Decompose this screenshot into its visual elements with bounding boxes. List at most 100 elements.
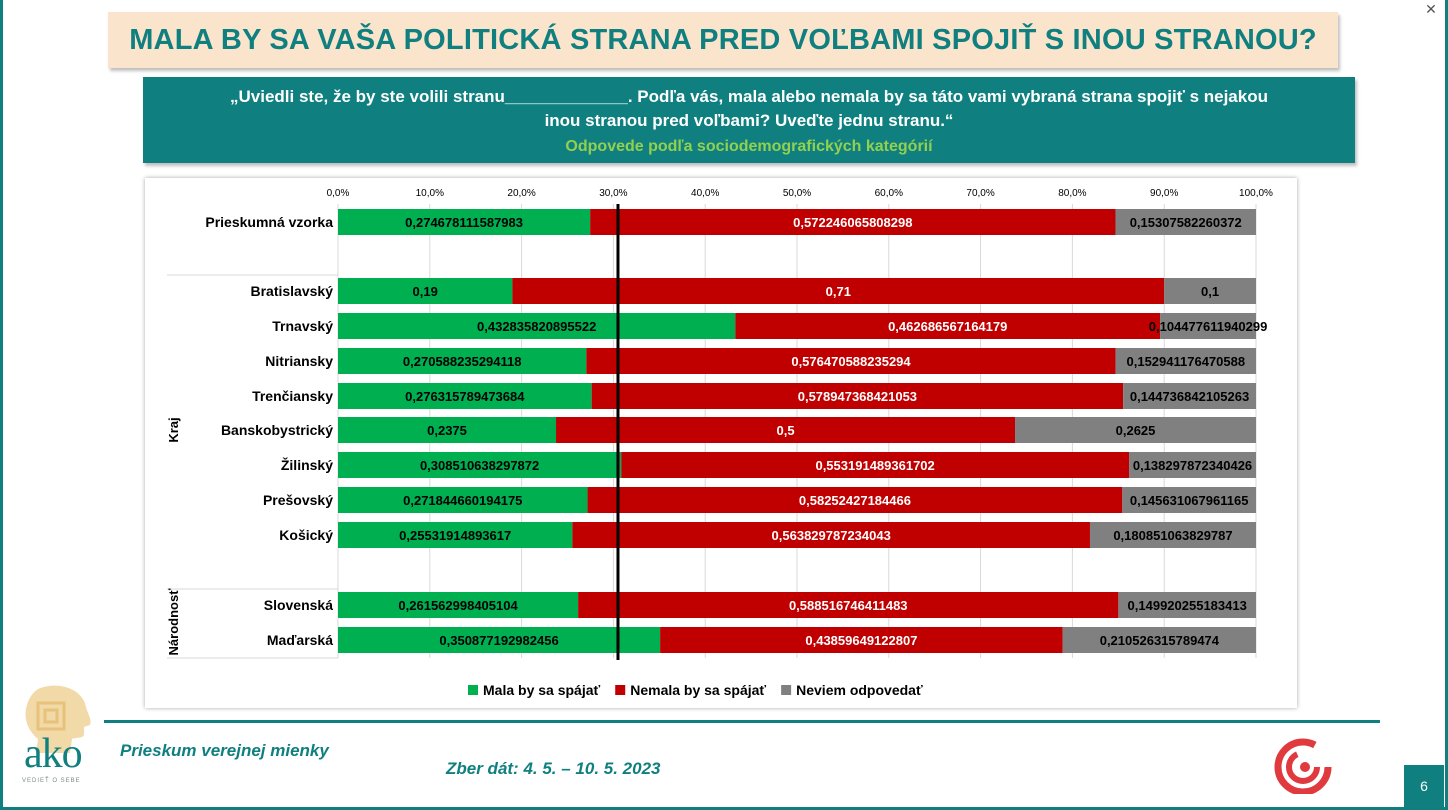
- category-label: Slovenská: [264, 597, 333, 613]
- legend-swatch: [615, 685, 626, 695]
- data-label: 0,43859649122807: [805, 633, 917, 648]
- question-box: „Uviedli ste, že by ste volili stranu___…: [143, 77, 1355, 163]
- footer-collection-dates: Zber dát: 4. 5. – 10. 5. 2023: [446, 759, 661, 778]
- ako-logo-icon: [25, 685, 91, 753]
- bar-segment: [1062, 627, 1256, 653]
- data-label: 0,104477611940299: [1149, 319, 1268, 334]
- bar-segment: [338, 592, 579, 618]
- bar-segment: [586, 348, 1116, 374]
- bar-segment: [1015, 417, 1256, 443]
- slide-frame-right: [1445, 0, 1448, 810]
- data-label: 0,210526315789474: [1100, 633, 1220, 648]
- category-label: Žilinský: [281, 456, 333, 473]
- data-label: 0,350877192982456: [439, 633, 558, 648]
- bar-segment: [591, 383, 1124, 409]
- category-label: Maďarská: [267, 632, 333, 648]
- data-label: 0,2625: [1116, 423, 1156, 438]
- x-tick-label: 100,0%: [1239, 188, 1273, 199]
- data-label: 0,19: [413, 284, 438, 299]
- legend-swatch: [781, 685, 792, 695]
- x-tick-label: 80,0%: [1058, 188, 1086, 199]
- title-box: MALA BY SA VAŠA POLITICKÁ STRANA PRED VO…: [108, 12, 1338, 68]
- close-icon[interactable]: ✕: [1425, 1, 1437, 17]
- x-tick-label: 10,0%: [416, 188, 444, 199]
- bar-segment: [578, 592, 1119, 618]
- footer-divider: [104, 720, 1380, 723]
- data-label: 0,5: [776, 423, 794, 438]
- bar-segment: [338, 383, 592, 409]
- slide-frame-bottom: [0, 807, 1448, 810]
- bar-segment: [512, 278, 1165, 304]
- x-tick-label: 70,0%: [966, 188, 994, 199]
- data-label: 0,578947368421053: [798, 389, 917, 404]
- bar-segment: [1118, 592, 1256, 618]
- slide-frame-left: [0, 0, 3, 810]
- bar-segment: [338, 522, 573, 548]
- category-label: Bratislavský: [250, 283, 333, 299]
- category-label: Banskobystrický: [221, 422, 333, 438]
- data-label: 0,71: [826, 284, 851, 299]
- data-label: 0,261562998405104: [398, 598, 518, 613]
- data-label: 0,25531914893617: [399, 528, 511, 543]
- x-tick-label: 60,0%: [875, 188, 903, 199]
- data-label: 0,15307582260372: [1130, 215, 1242, 230]
- bar-segment: [1115, 209, 1256, 235]
- x-tick-label: 90,0%: [1150, 188, 1178, 199]
- bar-segment: [338, 417, 557, 443]
- category-label: Trenčiansky: [252, 388, 333, 404]
- ako-logo-text: ako: [24, 731, 83, 777]
- data-label: 0,553191489361702: [815, 458, 934, 473]
- ako-logo-tagline: VEDIEŤ O SEBE: [22, 778, 81, 784]
- bar-segment: [338, 452, 622, 478]
- data-label: 0,276315789473684: [405, 389, 525, 404]
- group-label: Kraj: [166, 417, 181, 442]
- data-label: 0,462686567164179: [888, 319, 1007, 334]
- bar-segment: [587, 487, 1123, 513]
- data-label: 0,563829787234043: [772, 528, 891, 543]
- bar-segment: [556, 417, 1016, 443]
- bar-segment: [1115, 348, 1256, 374]
- category-label: Prieskumná vzorka: [205, 214, 333, 230]
- page-title: MALA BY SA VAŠA POLITICKÁ STRANA PRED VO…: [129, 23, 1317, 56]
- bar-segment: [1122, 487, 1256, 513]
- data-label: 0,2375: [427, 423, 467, 438]
- bar-segment: [590, 209, 1116, 235]
- legend-swatch: [468, 685, 478, 695]
- legend-label: Nemala by sa spájať: [630, 682, 766, 698]
- data-label: 0,149920255183413: [1128, 598, 1247, 613]
- data-label: 0,180851063829787: [1113, 528, 1232, 543]
- category-label: Nitriansky: [265, 353, 333, 369]
- legend-label: Neviem odpovedať: [796, 682, 923, 698]
- bar-segment: [735, 313, 1161, 339]
- x-tick-label: 20,0%: [507, 188, 535, 199]
- x-tick-label: 30,0%: [599, 188, 627, 199]
- bar-segment: [338, 487, 588, 513]
- x-tick-label: 50,0%: [783, 188, 811, 199]
- legend-label: Mala by sa spájať: [483, 682, 601, 698]
- bar-segment: [1123, 383, 1256, 409]
- page-number: 6: [1404, 765, 1444, 807]
- data-label: 0,271844660194175: [403, 493, 522, 508]
- bar-segment: [1164, 278, 1256, 304]
- question-line-1: „Uviedli ste, že by ste volili stranu___…: [229, 87, 1268, 106]
- category-label: Prešovský: [263, 492, 333, 508]
- bar-segment: [1160, 313, 1256, 339]
- bar-segment: [338, 627, 661, 653]
- data-label: 0,274678111587983: [405, 215, 523, 230]
- question-subtitle: Odpovede podľa sociodemografických kateg…: [565, 138, 933, 155]
- data-label: 0,144736842105263: [1130, 389, 1249, 404]
- bar-segment: [572, 522, 1090, 548]
- data-label: 0,576470588235294: [791, 354, 911, 369]
- stacked-bar-chart: 0,0% 10,0% 20,0% 30,0% 40,0% 50,0% 60,0% 70,0% 8…: [166, 188, 1273, 698]
- category-label: Trnavský: [272, 318, 333, 334]
- group-label: Národnosť: [166, 588, 181, 656]
- bar-segment: [338, 278, 513, 304]
- x-tick-label: 40,0%: [691, 188, 719, 199]
- footer-survey-label: Prieskum verejnej mienky: [120, 741, 329, 760]
- bar-segment: [660, 627, 1063, 653]
- bar-segment: [338, 348, 587, 374]
- category-label: Košický: [279, 527, 333, 543]
- bar-segment: [1089, 522, 1256, 548]
- data-label: 0,572246065808298: [793, 215, 912, 230]
- bar-segment: [338, 209, 591, 235]
